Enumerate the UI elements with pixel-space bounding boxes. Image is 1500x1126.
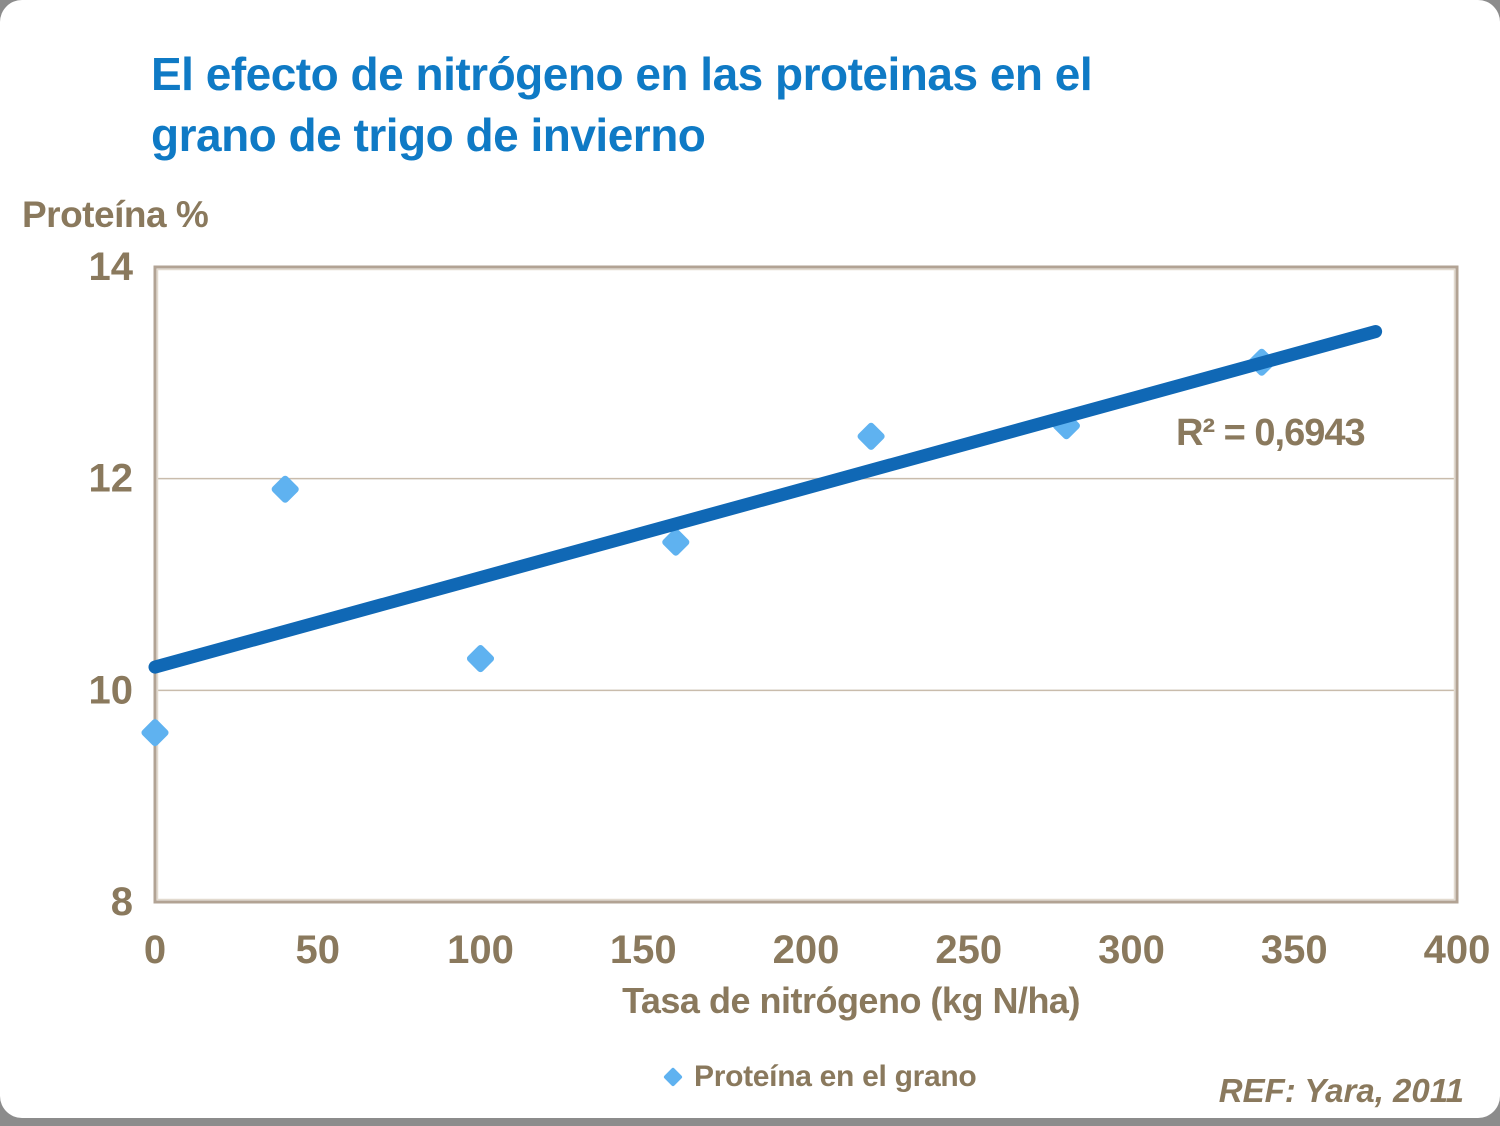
r-squared-annotation: R² = 0,6943 xyxy=(1176,412,1366,454)
x-tick-label: 300 xyxy=(1098,928,1165,972)
y-tick-label: 14 xyxy=(89,245,134,289)
plot-border xyxy=(153,265,1459,904)
x-tick-label: 100 xyxy=(447,928,514,972)
data-point xyxy=(662,528,690,556)
x-tick-label: 200 xyxy=(773,928,840,972)
y-tick-label: 8 xyxy=(111,880,133,924)
plot-border-inner xyxy=(156,268,1456,901)
legend-diamond-icon xyxy=(663,1067,683,1087)
y-axis-title: Proteína % xyxy=(22,194,209,235)
x-tick-label: 0 xyxy=(144,928,166,972)
chart-title: El efecto de nitrógeno en las proteinas … xyxy=(151,44,1093,165)
x-tick-label: 150 xyxy=(610,928,677,972)
x-tick-label: 400 xyxy=(1424,928,1491,972)
data-point xyxy=(466,645,495,673)
data-point xyxy=(271,475,299,503)
chart-title-line-1: El efecto de nitrógeno en las proteinas … xyxy=(151,48,1093,100)
y-tick-label: 10 xyxy=(89,668,134,712)
x-tick-label: 350 xyxy=(1261,928,1328,972)
y-tick-label: 12 xyxy=(89,457,134,501)
legend: Proteína en el grano xyxy=(663,1060,977,1094)
chart-title-line-2: grano de trigo de invierno xyxy=(151,108,706,161)
legend-label: Proteína en el grano xyxy=(694,1060,977,1093)
reference-note: REF: Yara, 2011 xyxy=(1218,1072,1464,1109)
data-point xyxy=(857,422,885,450)
trendline xyxy=(148,325,1383,674)
x-tick-label: 50 xyxy=(296,928,341,972)
data-point xyxy=(141,719,169,747)
x-axis-title: Tasa de nitrógeno (kg N/ha) xyxy=(622,980,1080,1021)
x-tick-label: 250 xyxy=(935,928,1002,972)
